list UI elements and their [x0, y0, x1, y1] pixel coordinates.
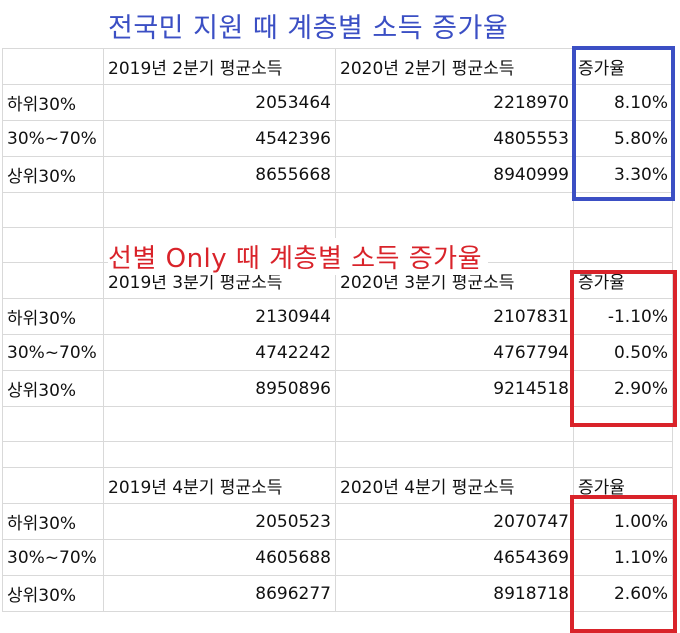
row-label: 하위30% — [2, 298, 104, 335]
growth-rate: 5.80% — [573, 120, 673, 157]
row-label: 30%~70% — [2, 120, 104, 157]
income-2020: 9214518 — [335, 370, 574, 407]
growth-rate: 1.00% — [573, 503, 673, 540]
income-2019: 4742242 — [103, 334, 336, 371]
income-2019: 4542396 — [103, 120, 336, 157]
income-2019: 2050523 — [103, 503, 336, 540]
growth-rate: -1.10% — [573, 298, 673, 335]
row-label: 상위30% — [2, 156, 104, 193]
income-2020: 4767794 — [335, 334, 574, 371]
growth-rate: 3.30% — [573, 156, 673, 193]
table3-header-2019: 2019년 4분기 평균소득 — [103, 467, 336, 504]
income-2019: 4605688 — [103, 539, 336, 576]
row-label: 상위30% — [2, 575, 104, 612]
table-row: 상위30% 8696277 8918718 2.60% — [2, 575, 673, 612]
table1-header-2019: 2019년 2분기 평균소득 — [103, 48, 336, 85]
income-2020: 8918718 — [335, 575, 574, 612]
income-2020: 2218970 — [335, 84, 574, 121]
table2-header-empty — [2, 262, 104, 299]
growth-rate: 1.10% — [573, 539, 673, 576]
table-row: 30%~70% 4742242 4767794 0.50% — [2, 334, 673, 371]
row-label: 상위30% — [2, 370, 104, 407]
table-row: 상위30% 8655668 8940999 3.30% — [2, 156, 673, 193]
table3-header-rate: 증가율 — [573, 467, 673, 504]
income-2020: 8940999 — [335, 156, 574, 193]
income-2020: 2070747 — [335, 503, 574, 540]
empty-row — [2, 192, 673, 228]
growth-rate: 8.10% — [573, 84, 673, 121]
table-row: 30%~70% 4542396 4805553 5.80% — [2, 120, 673, 157]
table2-header-rate: 증가율 — [573, 262, 673, 299]
table-row: 30%~70% 4605688 4654369 1.10% — [2, 539, 673, 576]
table-row: 하위30% 2050523 2070747 1.00% — [2, 503, 673, 540]
income-2020: 2107831 — [335, 298, 574, 335]
table3-header-empty — [2, 467, 104, 504]
title-selective-support: 선별 Only 때 계층별 소득 증가율 — [108, 238, 488, 275]
income-2020: 4654369 — [335, 539, 574, 576]
title-universal-support: 전국민 지원 때 계층별 소득 증가율 — [108, 13, 509, 44]
table1-header-empty — [2, 48, 104, 85]
row-label: 30%~70% — [2, 539, 104, 576]
table1-header-row: 2019년 2분기 평균소득 2020년 2분기 평균소득 증가율 — [2, 48, 673, 85]
data-grid: 2019년 2분기 평균소득 2020년 2분기 평균소득 증가율 하위30% … — [2, 48, 673, 612]
table-row: 하위30% 2053464 2218970 8.10% — [2, 84, 673, 121]
row-label: 하위30% — [2, 503, 104, 540]
table1-header-rate: 증가율 — [573, 48, 673, 85]
income-2019: 8655668 — [103, 156, 336, 193]
empty-row — [2, 441, 673, 468]
table3-header-row: 2019년 4분기 평균소득 2020년 4분기 평균소득 증가율 — [2, 467, 673, 504]
row-label: 하위30% — [2, 84, 104, 121]
table1-header-2020: 2020년 2분기 평균소득 — [335, 48, 574, 85]
income-2019: 8950896 — [103, 370, 336, 407]
empty-row — [2, 406, 673, 442]
income-2019: 2053464 — [103, 84, 336, 121]
table3-header-2020: 2020년 4분기 평균소득 — [335, 467, 574, 504]
income-2019: 2130944 — [103, 298, 336, 335]
growth-rate: 2.90% — [573, 370, 673, 407]
row-label: 30%~70% — [2, 334, 104, 371]
growth-rate: 2.60% — [573, 575, 673, 612]
table-row: 상위30% 8950896 9214518 2.90% — [2, 370, 673, 407]
income-2020: 4805553 — [335, 120, 574, 157]
income-2019: 8696277 — [103, 575, 336, 612]
growth-rate: 0.50% — [573, 334, 673, 371]
table-row: 하위30% 2130944 2107831 -1.10% — [2, 298, 673, 335]
